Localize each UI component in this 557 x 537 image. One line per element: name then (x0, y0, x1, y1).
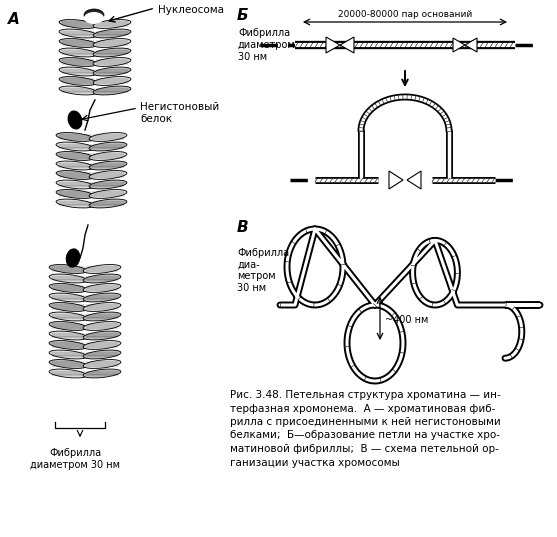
Ellipse shape (59, 67, 97, 76)
Ellipse shape (59, 19, 97, 28)
Ellipse shape (83, 350, 121, 359)
Ellipse shape (49, 274, 87, 283)
Ellipse shape (49, 302, 87, 311)
Ellipse shape (49, 322, 87, 330)
Ellipse shape (89, 180, 127, 189)
Ellipse shape (89, 171, 127, 179)
Ellipse shape (56, 171, 94, 179)
Ellipse shape (49, 312, 87, 321)
Polygon shape (465, 38, 477, 52)
Ellipse shape (49, 360, 87, 368)
Text: Фибрилла
диаметром
30 нм: Фибрилла диаметром 30 нм (238, 28, 296, 62)
Ellipse shape (83, 340, 121, 350)
Ellipse shape (49, 331, 87, 340)
Text: Б: Б (237, 8, 248, 23)
Ellipse shape (56, 161, 94, 170)
Ellipse shape (56, 142, 94, 151)
Ellipse shape (83, 360, 121, 368)
Polygon shape (326, 37, 340, 53)
Ellipse shape (83, 312, 121, 321)
Ellipse shape (49, 293, 87, 302)
Ellipse shape (69, 111, 82, 129)
Text: Рис. 3.48. Петельная структура хроматина — ин-: Рис. 3.48. Петельная структура хроматина… (230, 390, 501, 400)
Ellipse shape (49, 369, 87, 378)
Ellipse shape (84, 9, 104, 21)
Text: матиновой фибриллы;  В — схема петельной ор-: матиновой фибриллы; В — схема петельной … (230, 444, 499, 454)
Polygon shape (389, 171, 403, 189)
Text: В: В (237, 220, 248, 235)
Text: Фибрилла
диа-
метром
30 нм: Фибрилла диа- метром 30 нм (237, 248, 289, 293)
Ellipse shape (89, 199, 127, 208)
Text: Негистоновый
белок: Негистоновый белок (140, 102, 219, 124)
Ellipse shape (59, 57, 97, 67)
Ellipse shape (83, 302, 121, 311)
Ellipse shape (56, 151, 94, 161)
Text: 20000-80000 пар оснований: 20000-80000 пар оснований (338, 10, 472, 19)
Ellipse shape (83, 322, 121, 330)
Ellipse shape (56, 190, 94, 199)
Text: терфазная хромонема.  А — хроматиновая фиб-: терфазная хромонема. А — хроматиновая фи… (230, 403, 495, 413)
Ellipse shape (83, 331, 121, 340)
Ellipse shape (93, 19, 131, 28)
Polygon shape (340, 37, 354, 53)
Text: белками;  Б—образование петли на участке хро-: белками; Б—образование петли на участке … (230, 431, 500, 440)
Ellipse shape (59, 86, 97, 95)
Ellipse shape (93, 67, 131, 76)
Text: рилла с присоединенными к ней негистоновыми: рилла с присоединенными к ней негистонов… (230, 417, 501, 427)
Ellipse shape (59, 39, 97, 47)
Ellipse shape (89, 133, 127, 141)
Ellipse shape (93, 48, 131, 57)
Ellipse shape (93, 57, 131, 67)
Ellipse shape (56, 180, 94, 189)
Ellipse shape (66, 249, 80, 267)
Ellipse shape (49, 350, 87, 359)
Ellipse shape (89, 151, 127, 161)
Polygon shape (407, 171, 421, 189)
Ellipse shape (83, 369, 121, 378)
Ellipse shape (59, 48, 97, 57)
Ellipse shape (83, 284, 121, 293)
Text: ганизации участка хромосомы: ганизации участка хромосомы (230, 458, 400, 468)
Ellipse shape (89, 161, 127, 170)
Ellipse shape (59, 77, 97, 85)
Ellipse shape (93, 29, 131, 38)
Ellipse shape (93, 77, 131, 85)
Text: ~400 нм: ~400 нм (385, 315, 428, 325)
Text: Нуклеосома: Нуклеосома (158, 5, 224, 15)
Ellipse shape (59, 29, 97, 38)
Ellipse shape (84, 12, 104, 24)
Ellipse shape (89, 142, 127, 151)
Ellipse shape (49, 340, 87, 350)
Ellipse shape (83, 293, 121, 302)
Text: Фибрилла
диаметром 30 нм: Фибрилла диаметром 30 нм (30, 448, 120, 469)
Ellipse shape (83, 265, 121, 273)
Ellipse shape (56, 133, 94, 141)
Ellipse shape (56, 199, 94, 208)
Ellipse shape (93, 86, 131, 95)
Ellipse shape (49, 265, 87, 273)
Ellipse shape (49, 284, 87, 293)
Ellipse shape (89, 190, 127, 199)
Ellipse shape (83, 274, 121, 283)
Text: А: А (8, 12, 19, 27)
Ellipse shape (93, 39, 131, 47)
Polygon shape (453, 38, 465, 52)
